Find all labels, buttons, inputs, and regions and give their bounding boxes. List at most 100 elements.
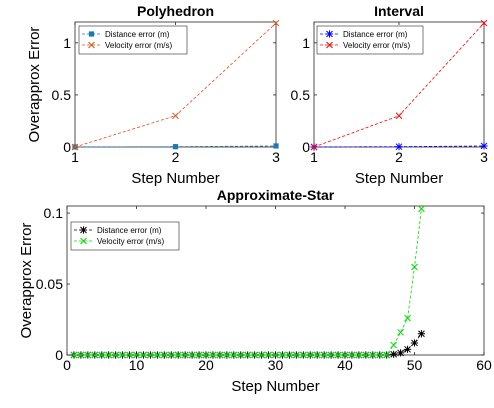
data-point: [410, 339, 419, 347]
legend-marker: [79, 226, 88, 234]
data-point: [105, 351, 113, 359]
data-point: [70, 351, 78, 359]
y-tick-label: 1: [63, 35, 71, 51]
data-point: [480, 19, 488, 27]
data-point: [273, 143, 279, 149]
data-point: [216, 351, 224, 359]
chart-title: Interval: [374, 3, 424, 19]
y-tick-label: 0.5: [291, 87, 311, 103]
legend-box: [70, 221, 180, 251]
data-point: [160, 351, 168, 359]
data-point: [91, 351, 99, 359]
data-point: [223, 351, 231, 359]
chart-title: Polyhedron: [137, 3, 214, 19]
y-tick-label: 1: [302, 35, 310, 51]
y-tick-label: 0.5: [52, 87, 72, 103]
data-point: [126, 351, 133, 359]
chart-title: Approximate-Star: [217, 187, 335, 203]
data-point: [188, 351, 196, 359]
data-point: [153, 351, 161, 359]
x-tick-label: 1: [71, 149, 79, 165]
data-point: [195, 351, 203, 359]
data-point: [417, 330, 426, 338]
series-2: [310, 19, 488, 151]
legend: Distance error (m) Velocity error (m/s): [316, 25, 424, 55]
data-point: [172, 112, 179, 120]
data-point: [299, 351, 307, 359]
data-point: [251, 351, 259, 359]
data-point: [133, 351, 140, 359]
data-point: [172, 144, 179, 150]
data-point: [313, 351, 321, 359]
legend: Distance error (m) Velocity error (m/s): [78, 25, 188, 55]
data-point: [230, 351, 238, 359]
data-point: [244, 351, 252, 359]
data-point: [310, 143, 318, 151]
data-point: [174, 351, 182, 359]
data-point: [383, 351, 391, 359]
data-point: [320, 351, 328, 359]
data-point: [369, 351, 377, 359]
x-tick-label: 0: [63, 357, 71, 373]
x-tick-label: 2: [395, 149, 403, 165]
series-line: [73, 208, 422, 356]
data-point: [258, 351, 265, 359]
data-point: [404, 314, 411, 322]
legend-label: Velocity error (m/s): [343, 41, 410, 50]
y-tick-label: 0: [63, 139, 71, 155]
series-2: [70, 205, 425, 359]
data-point: [147, 351, 154, 359]
data-point: [112, 351, 120, 359]
data-point: [395, 143, 403, 151]
data-point: [77, 351, 85, 359]
data-point: [395, 112, 403, 120]
series-2: [71, 19, 280, 151]
y-tick-label: 0.1: [44, 205, 64, 221]
x-axis-label: Step Number: [231, 378, 319, 395]
data-point: [327, 351, 335, 359]
x-axis-label: Step Number: [131, 170, 219, 187]
chart-3: 0 10 20 30 40 50 60 0 0.05 0.1 Approximate-Star Ste…: [18, 187, 492, 395]
data-point: [418, 205, 425, 213]
data-point: [397, 349, 405, 357]
data-point: [71, 143, 79, 151]
data-point: [272, 351, 279, 359]
data-point: [480, 142, 488, 150]
legend-marker: [88, 31, 95, 37]
data-point: [348, 351, 356, 359]
y-tick-label: 0: [302, 139, 310, 155]
data-point: [286, 351, 293, 359]
x-tick-label: 50: [407, 357, 423, 373]
x-tick-label: 2: [172, 149, 180, 165]
data-point: [362, 351, 370, 359]
legend-label: Distance error (m): [343, 30, 408, 39]
x-tick-label: 3: [272, 149, 280, 165]
data-point: [167, 351, 175, 359]
data-point: [265, 351, 272, 359]
data-point: [181, 351, 189, 359]
data-point: [355, 351, 363, 359]
y-tick-label: 0.05: [36, 276, 63, 292]
data-point: [306, 351, 314, 359]
legend-marker: [325, 30, 334, 38]
x-tick-label: 30: [268, 357, 284, 373]
data-point: [292, 351, 300, 359]
data-point: [397, 328, 404, 336]
series-1: [72, 143, 279, 150]
legend-label: Distance error (m): [105, 30, 170, 39]
legend-marker: [326, 41, 333, 49]
chart-2: 1 2 3 0 0.5 1 Interval Step Number Distance erro…: [291, 3, 489, 187]
legend-label: Velocity error (m/s): [105, 41, 172, 50]
legend-box: [78, 25, 188, 55]
chart-1: 1 2 3 0 0.5 1 Polyhedron Step Number Overapprox …: [26, 3, 280, 187]
legend-marker: [88, 41, 95, 49]
x-tick-label: 40: [337, 357, 353, 373]
legend: Distance error (m) Velocity error (m/s): [70, 221, 180, 251]
y-tick-label: 0: [55, 347, 63, 363]
data-point: [390, 350, 398, 358]
data-point: [272, 19, 280, 27]
x-tick-label: 60: [476, 357, 492, 373]
data-point: [334, 351, 342, 359]
legend-box: [316, 25, 424, 55]
data-point: [140, 351, 147, 359]
